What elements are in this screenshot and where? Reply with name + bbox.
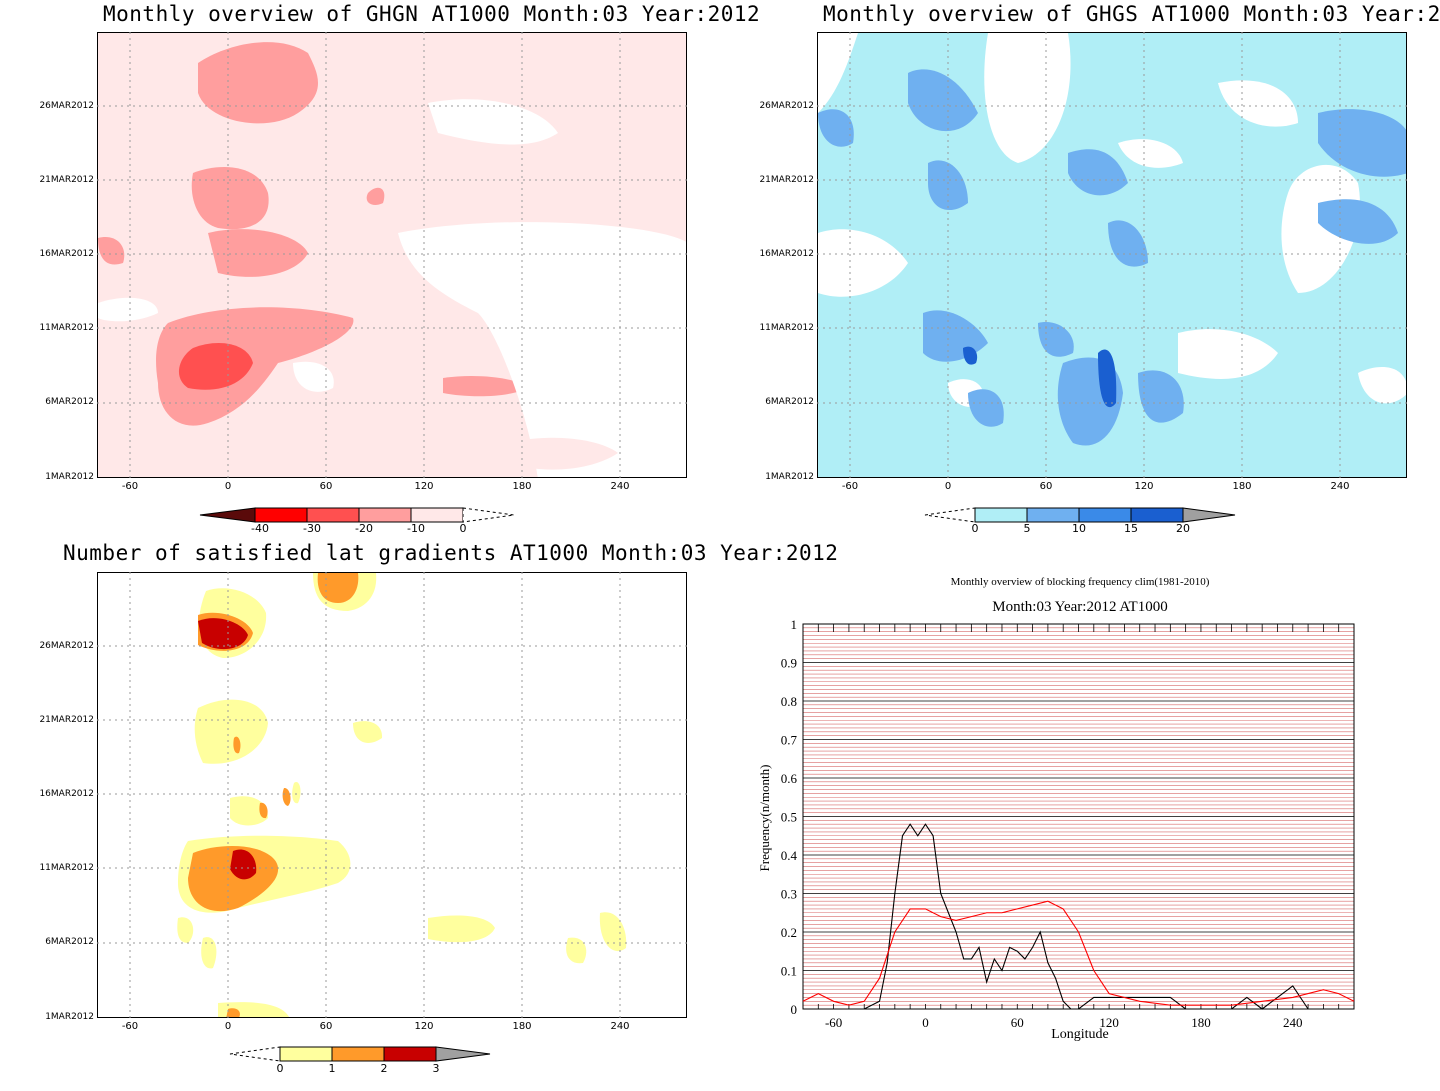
blocking-subtitle: Month:03 Year:2012 AT1000 (992, 599, 1168, 615)
climatology-line (802, 900, 1355, 1006)
blocking-title: Monthly overview of blocking frequency c… (950, 576, 1210, 588)
latgrad-cb-label: 2 (380, 1062, 388, 1075)
ghgs-xtick: 60 (1039, 481, 1053, 492)
latgrad-ytick: 6MAR2012 (45, 937, 94, 947)
ghgs-ytick: 21MAR2012 (759, 175, 814, 185)
ghgs-ytick: 26MAR2012 (759, 101, 814, 111)
blocking-ylabel: Frequency(n/month) (757, 764, 772, 872)
latgrad-title: Number of satisfied lat gradients AT1000… (63, 541, 839, 565)
ghgn-xtick: 120 (414, 481, 434, 492)
y-tick-label: 0.2 (781, 925, 797, 940)
ghgn-cb-label: -10 (407, 522, 425, 535)
ghgs-xtick: 240 (1330, 481, 1350, 492)
x-tick-label: 120 (1099, 1015, 1119, 1030)
ghgs-ytick: 16MAR2012 (759, 249, 814, 259)
latgrad-xtick: -60 (121, 1021, 139, 1032)
y-tick-label: 0.7 (781, 733, 798, 748)
y-tick-label: 0.9 (781, 656, 797, 671)
blocking-chart: 0 0.1 0.2 0.3 0.4 0.5 0.6 0.7 0.8 0.9 1 -60 0 60 120 18… (781, 617, 1355, 1030)
ghgs-xtick: -60 (841, 481, 859, 492)
ghgn-ytick: 26MAR2012 (39, 101, 94, 111)
latgrad-ytick: 16MAR2012 (39, 789, 94, 799)
latgrad-ytick: 1MAR2012 (45, 1012, 94, 1022)
ghgn-colorbar (199, 507, 515, 523)
ghgn-xtick: 180 (512, 481, 532, 492)
x-tick-label: 180 (1191, 1015, 1211, 1030)
x-tick-label: -60 (825, 1015, 842, 1030)
x-tick-label: 60 (1011, 1015, 1024, 1030)
y-tick-label: 0.6 (781, 771, 798, 786)
ghgs-cb-label: 10 (1072, 522, 1086, 535)
ghgn-contours (98, 42, 686, 477)
latgrad-ytick: 26MAR2012 (39, 641, 94, 651)
ghgs-plot-area (817, 32, 1407, 478)
ghgs-ytick: 1MAR2012 (765, 472, 814, 482)
latgrad-xtick: 0 (224, 1021, 232, 1032)
ghgn-cb-label: -20 (355, 522, 373, 535)
latgrad-xtick: 60 (319, 1021, 333, 1032)
latgrad-cb-label: 0 (276, 1062, 284, 1075)
ghgn-ytick: 16MAR2012 (39, 249, 94, 259)
ghgs-grid (817, 32, 1407, 478)
ghgn-grid (97, 32, 687, 478)
y-tick-label: 0.5 (781, 810, 797, 825)
ghgn-cb-label: 0 (459, 522, 467, 535)
ghgn-ytick: 1MAR2012 (45, 472, 94, 482)
latgrad-xtick: 120 (414, 1021, 434, 1032)
latgrad-contours (177, 573, 627, 1017)
ghgs-ytick: 6MAR2012 (765, 397, 814, 407)
y-tick-label: 0.8 (781, 694, 797, 709)
ghgs-xtick: 180 (1232, 481, 1252, 492)
latgrad-cb-label: 1 (328, 1062, 336, 1075)
latgrad-colorbar (229, 1046, 491, 1062)
latgrad-cb-label: 3 (432, 1062, 440, 1075)
ghgn-xtick: 240 (610, 481, 630, 492)
ghgn-cb-label: -40 (251, 522, 269, 535)
ghgs-cb-label: 20 (1176, 522, 1190, 535)
y-tick-label: 0.3 (781, 887, 797, 902)
ghgs-cb-label: 5 (1023, 522, 1031, 535)
y-tick-label: 0 (791, 1002, 798, 1017)
ghgn-ytick: 21MAR2012 (39, 175, 94, 185)
ghgn-title: Monthly overview of GHGN AT1000 Month:03… (103, 2, 761, 26)
latgrad-grid (97, 572, 687, 1018)
x-tick-label: 0 (922, 1015, 929, 1030)
ghgn-xtick: -60 (121, 481, 139, 492)
y-tick-label: 0.4 (781, 848, 798, 863)
ghgs-ytick: 11MAR2012 (759, 323, 814, 333)
y-tick-label: 1 (791, 617, 798, 632)
blocking-frequency-line (803, 823, 1354, 1010)
ghgs-cb-label: 15 (1124, 522, 1138, 535)
latgrad-xtick: 240 (610, 1021, 630, 1032)
ghgn-ytick: 11MAR2012 (39, 323, 94, 333)
x-tick-label: 240 (1283, 1015, 1303, 1030)
ghgs-xtick: 120 (1134, 481, 1154, 492)
latgrad-ytick: 11MAR2012 (39, 863, 94, 873)
ghgn-cb-label: -30 (303, 522, 321, 535)
ghgs-title: Monthly overview of GHGS AT1000 Month:03… (823, 2, 1440, 26)
latgrad-ytick: 21MAR2012 (39, 715, 94, 725)
ghgs-xtick: 0 (944, 481, 952, 492)
latgrad-xtick: 180 (512, 1021, 532, 1032)
ghgs-colorbar (924, 507, 1236, 523)
ghgn-xtick: 0 (224, 481, 232, 492)
ghgn-xtick: 60 (319, 481, 333, 492)
blocking-xlabel: Longitude (1051, 1027, 1109, 1042)
y-tick-label: 0.1 (781, 964, 797, 979)
ghgs-cb-label: 0 (971, 522, 979, 535)
ghgn-ytick: 6MAR2012 (45, 397, 94, 407)
